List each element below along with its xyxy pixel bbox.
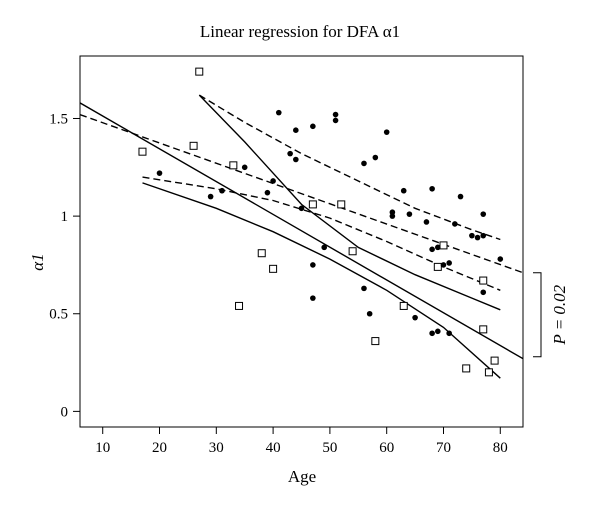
square-point [308,200,317,209]
data-points [138,67,504,377]
circle-point [480,289,487,296]
y-axis-label: α1 [28,253,47,270]
circle-point [412,314,418,321]
circle-point [372,154,379,161]
square-point [490,356,499,365]
square-point [479,325,488,334]
x-tick-label: 50 [322,440,337,456]
x-tick-label: 80 [493,440,508,456]
plot-frame [79,55,524,428]
y-tick-label: 1.5 [49,111,68,127]
circle-point [310,123,316,130]
p-value-label: P = 0.02 [550,284,569,345]
circle-point [321,244,328,251]
dashed-ci-line-4 [142,176,501,291]
circle-point [310,262,316,268]
x-axis-label: Age [288,467,316,486]
circle-point [264,189,271,196]
regression-lines [80,94,523,379]
square-point [189,141,198,150]
solid-ci-line-2 [198,94,501,311]
circle-point [435,328,441,335]
dashed-fit-line-3 [80,113,523,274]
circle-point [429,330,435,337]
x-tick-label: 60 [379,440,394,456]
p-value-annotation: P = 0.02 [533,272,569,358]
circle-point [480,232,487,239]
circle-point [207,193,214,200]
circle-point [270,178,276,184]
circle-point [440,262,447,268]
square-point [337,200,346,209]
circle-point [366,310,373,317]
circle-point [293,156,299,163]
square-point [257,249,266,258]
square-point [399,301,408,310]
circle-point [389,209,396,216]
y-tick-label: 1 [61,209,69,225]
circle-point [429,246,435,253]
square-point [484,368,493,377]
x-tick-label: 70 [436,440,451,456]
square-point [138,147,147,156]
circle-point [435,244,441,251]
dashed-ci-line-5 [198,94,501,241]
square-point [439,241,448,250]
circle-point [361,285,367,292]
circle-point [446,330,452,337]
circle-point [293,127,299,133]
solid-ci-line-1 [142,182,501,379]
circle-point [219,187,225,194]
circle-point [383,129,390,135]
x-axis: 10 20 30 40 50 60 70 80 [95,427,508,456]
circle-point [310,295,316,301]
circle-point [457,193,464,200]
circle-point [474,234,481,241]
chart-title: Linear regression for DFA α1 [200,22,400,41]
square-point [348,247,357,256]
circle-point [332,117,339,124]
square-point [195,67,204,76]
square-point [229,161,238,170]
square-point [462,364,471,373]
circle-point [332,111,339,118]
x-tick-label: 10 [95,440,110,456]
y-axis: 0 0.5 1 1.5 [49,111,80,420]
circle-point [452,221,458,227]
circle-point [406,211,413,217]
square-point [479,276,488,285]
x-tick-label: 20 [152,440,167,456]
square-point [371,337,380,346]
p-value-bracket [533,272,542,358]
circle-point [275,109,282,116]
square-point [433,262,442,271]
circle-point [389,213,396,219]
circle-point [423,219,430,225]
x-tick-label: 40 [266,440,281,456]
solid-fit-line-0 [80,102,523,360]
circle-point [298,205,305,212]
square-point [235,301,244,310]
y-tick-label: 0.5 [49,307,68,323]
y-tick-label: 0 [61,404,69,420]
x-tick-label: 30 [209,440,224,456]
circle-point [429,185,435,192]
circle-point [469,232,475,239]
circle-point [287,150,293,157]
circle-point [156,170,163,176]
circle-point [480,211,487,217]
circle-point [446,260,452,266]
circle-point [361,160,367,167]
square-point [269,264,278,273]
circle-point [497,256,504,262]
circle-point [400,187,407,194]
circle-point [241,164,248,171]
